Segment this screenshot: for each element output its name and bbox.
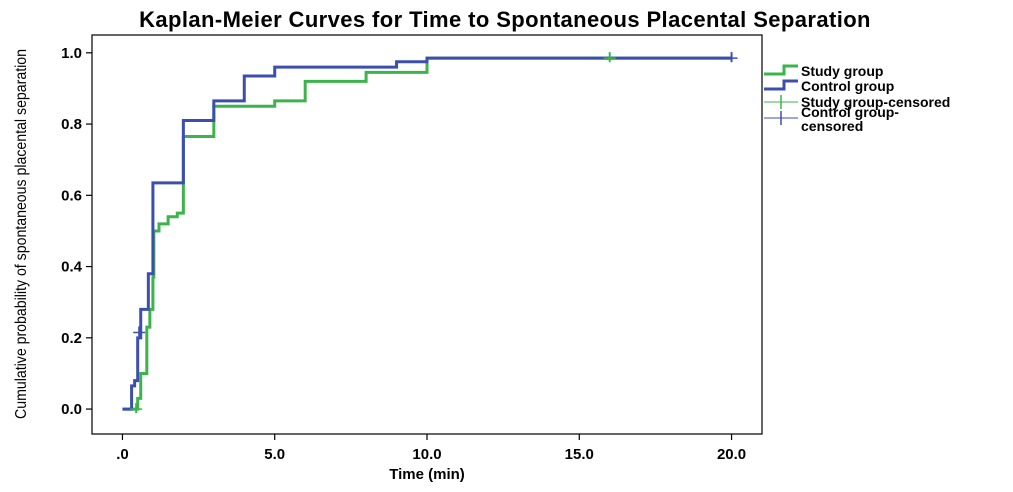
x-tick-label: 10.0 [412, 446, 441, 463]
legend-item: Control group [764, 78, 894, 94]
legend-swatch [764, 79, 798, 91]
y-tick-label: 0.8 [61, 116, 82, 133]
chart-title: Kaplan-Meier Curves for Time to Spontane… [139, 7, 871, 32]
y-tick-label: 0.0 [61, 401, 82, 418]
x-axis-title: Time (min) [389, 466, 465, 483]
legend-label: Control group [801, 78, 894, 94]
study-group-curve [122, 56, 732, 411]
y-tick-label: 0.6 [61, 187, 82, 204]
y-axis-title: Cumulative probability of spontaneous pl… [13, 49, 30, 419]
x-tick-label: .0 [116, 446, 129, 463]
legend-label: Control group-censored [801, 104, 899, 134]
x-tick-label: 5.0 [264, 446, 285, 463]
legend-item: Study group-censored [764, 94, 950, 110]
legend-item: Control group-censored [764, 104, 899, 134]
plot-frame [91, 34, 763, 435]
legend-label: Study group-censored [801, 94, 950, 110]
x-axis: .0 5.0 10.0 15.0 20.0 [116, 434, 746, 463]
y-tick-label: 0.2 [61, 330, 82, 347]
series-layer [122, 52, 738, 414]
control-group-curve [122, 56, 732, 411]
x-tick-label: 20.0 [717, 446, 746, 463]
y-tick-label: 0.4 [61, 259, 83, 276]
y-tick-label: 1.0 [61, 45, 82, 62]
legend-swatch [764, 64, 798, 76]
y-axis: 0.0 0.2 0.4 0.6 0.8 1.0 [61, 45, 92, 418]
legend-item: Study group [764, 63, 883, 79]
legend-label: Study group [801, 63, 883, 79]
x-tick-label: 15.0 [565, 446, 594, 463]
